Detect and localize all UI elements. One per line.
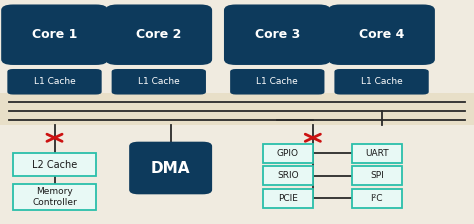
Bar: [13, 153, 96, 176]
Text: UART: UART: [365, 149, 389, 158]
Text: SRIO: SRIO: [277, 171, 299, 180]
FancyBboxPatch shape: [112, 69, 206, 95]
Bar: [352, 144, 402, 163]
Text: I²C: I²C: [371, 194, 383, 203]
Bar: [263, 189, 312, 208]
Text: SPI: SPI: [370, 171, 384, 180]
Text: L2 Cache: L2 Cache: [32, 160, 77, 170]
FancyBboxPatch shape: [129, 142, 212, 194]
Text: Memory
Controller: Memory Controller: [32, 187, 77, 207]
Bar: [263, 166, 312, 185]
Text: L1 Cache: L1 Cache: [34, 77, 75, 86]
Bar: [352, 189, 402, 208]
Text: L1 Cache: L1 Cache: [138, 77, 180, 86]
Text: Core 2: Core 2: [136, 28, 182, 41]
Text: L1 Cache: L1 Cache: [256, 77, 298, 86]
Text: Core 4: Core 4: [359, 28, 404, 41]
Bar: [0, 93, 474, 125]
Text: GPIO: GPIO: [277, 149, 299, 158]
Bar: [263, 144, 312, 163]
Text: Core 3: Core 3: [255, 28, 300, 41]
Bar: [13, 184, 96, 210]
FancyBboxPatch shape: [334, 69, 428, 95]
FancyBboxPatch shape: [230, 69, 324, 95]
FancyBboxPatch shape: [8, 69, 101, 95]
FancyBboxPatch shape: [224, 4, 330, 65]
Text: Core 1: Core 1: [32, 28, 77, 41]
Text: PCIE: PCIE: [278, 194, 298, 203]
Text: DMA: DMA: [151, 161, 191, 175]
FancyBboxPatch shape: [328, 4, 435, 65]
FancyBboxPatch shape: [1, 4, 108, 65]
Text: L1 Cache: L1 Cache: [361, 77, 402, 86]
Bar: [352, 166, 402, 185]
FancyBboxPatch shape: [106, 4, 212, 65]
